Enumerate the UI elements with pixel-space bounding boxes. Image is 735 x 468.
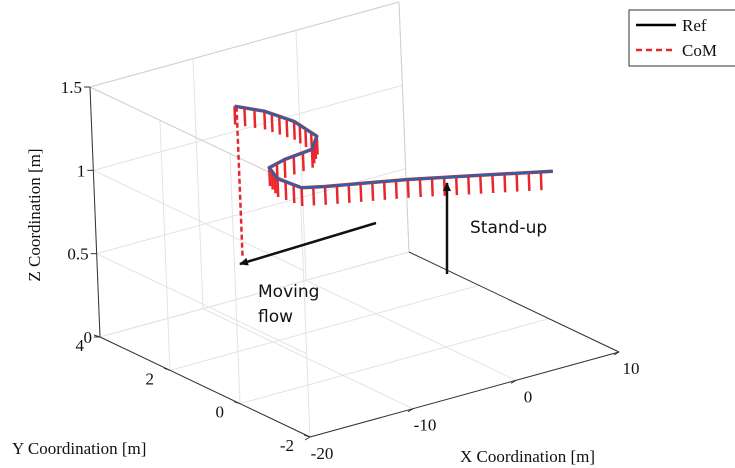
series-layer <box>233 104 553 256</box>
y-axis-label: Y Coordination [m] <box>12 439 146 458</box>
x-tick-label: 10 <box>623 359 640 378</box>
frame-edge <box>89 86 101 338</box>
y-tick-mark <box>163 367 171 371</box>
axes-frame <box>89 1 620 438</box>
y-tick-label: 4 <box>76 336 85 355</box>
z-tick-label: 1 <box>77 161 86 180</box>
grid-line-floor <box>305 279 517 381</box>
grid-line-sidewall <box>229 153 241 404</box>
z-tick-label: 0.5 <box>67 245 88 264</box>
frame-edge <box>408 251 620 353</box>
frame-edge <box>89 86 301 188</box>
series-ref-line <box>234 104 553 189</box>
x-tick-mark <box>304 436 311 441</box>
grid-line-sidewall <box>93 169 304 271</box>
x-tick-mark <box>407 408 414 413</box>
x-tick-mark <box>613 351 620 356</box>
x-axis-label: X Coordination [m] <box>460 447 595 466</box>
grid-line-backwall <box>295 30 307 281</box>
series-com-spikes <box>233 106 543 207</box>
grid-line-sidewall <box>159 120 171 371</box>
frame-edge <box>89 1 400 88</box>
y-tick-label: 0 <box>216 403 225 422</box>
grid-line-backwall <box>96 168 406 255</box>
grid-line-sidewall <box>96 253 307 355</box>
x-tick-label: -10 <box>414 416 437 435</box>
legend-ref-label: Ref <box>682 16 707 35</box>
legend-box <box>628 9 735 67</box>
y-tick-mark <box>303 434 311 438</box>
grid-line-backwall <box>192 58 204 309</box>
x-tick-label: 0 <box>524 387 533 406</box>
frame-edge <box>398 1 410 253</box>
grid-line-floor <box>239 318 550 405</box>
grid-line-floor <box>202 308 414 410</box>
moving-flow-arrow <box>239 221 377 266</box>
frame-edge <box>99 336 311 438</box>
z-tick-label: 1.5 <box>61 78 82 97</box>
legend: Ref CoM <box>628 9 735 67</box>
grid-line-backwall <box>99 251 410 338</box>
grid-line-backwall <box>93 84 403 171</box>
x-tick-mark <box>510 379 517 384</box>
grid-line-sidewall <box>299 186 311 438</box>
y-tick-label: -2 <box>280 436 294 455</box>
x-tick-label: -20 <box>311 444 334 463</box>
annotation-flow: flow <box>258 307 293 327</box>
z-axis-label: Z Coordination [m] <box>25 148 44 281</box>
z-tick-label: 0 <box>84 328 93 347</box>
grid-line-floor <box>169 284 480 371</box>
frame-edge <box>309 351 620 438</box>
annotation-standup: Stand-up <box>470 218 547 238</box>
legend-com-label: CoM <box>682 41 717 60</box>
com-standup-line <box>235 105 244 256</box>
annotation-moving: Moving <box>258 282 319 302</box>
y-tick-label: 2 <box>146 369 155 388</box>
y-tick-mark <box>233 401 241 405</box>
